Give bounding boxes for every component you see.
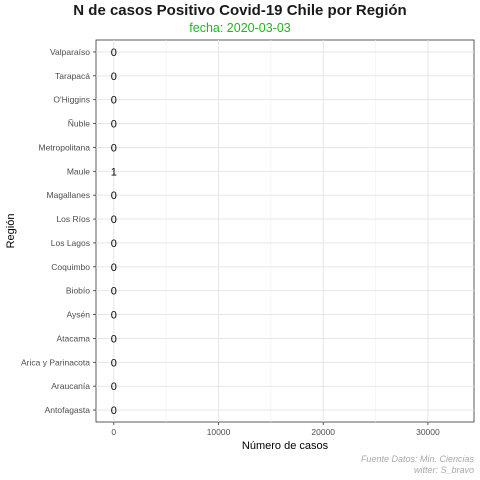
y-tick-label: Los Lagos — [51, 238, 90, 248]
data-label: 0 — [111, 310, 117, 322]
data-label: 0 — [111, 190, 117, 202]
y-tick-label: O'Higgins — [53, 95, 90, 105]
y-tick-label: Atacama — [56, 333, 90, 343]
plot-panel — [95, 39, 475, 423]
y-tick-label: Maule — [67, 166, 90, 176]
y-tick-label: Los Ríos — [56, 214, 90, 224]
caption-author: witter: S_bravo — [413, 465, 474, 475]
data-label: 0 — [111, 262, 117, 274]
y-tick-label: Antofagasta — [45, 405, 91, 415]
chart-subtitle: fecha: 2020-03-03 — [189, 21, 291, 35]
data-label: 0 — [111, 357, 117, 369]
caption-source: Fuente Datos: Min. Ciencias — [360, 454, 474, 464]
y-tick-label: Tarapacá — [55, 71, 90, 81]
data-label: 0 — [111, 142, 117, 154]
x-tick-label: 20000 — [311, 427, 335, 437]
y-tick-label: Magallanes — [47, 190, 90, 200]
data-label: 0 — [111, 214, 117, 226]
data-label: 0 — [111, 381, 117, 393]
x-axis-title: Número de casos — [242, 440, 329, 452]
data-label: 0 — [111, 333, 117, 345]
y-tick-label: Araucanía — [51, 381, 90, 391]
x-tick-label: 0 — [111, 427, 116, 437]
data-label: 0 — [111, 119, 117, 131]
data-label: 0 — [111, 238, 117, 250]
data-label: 0 — [111, 405, 117, 417]
chart-title: N de casos Positivo Covid-19 Chile por R… — [73, 2, 407, 19]
y-tick-label: Aysén — [67, 310, 91, 320]
y-tick-label: Valparaíso — [50, 47, 90, 57]
x-tick-label: 30000 — [416, 427, 440, 437]
y-tick-label: Metropolitana — [38, 142, 90, 152]
data-label: 0 — [111, 71, 117, 83]
x-tick-label: 10000 — [207, 427, 231, 437]
data-label: 0 — [111, 95, 117, 107]
y-tick-label: Arica y Parinacota — [21, 357, 90, 367]
data-label: 1 — [111, 166, 117, 178]
data-label: 0 — [111, 286, 117, 298]
y-tick-label: Ñuble — [68, 119, 90, 129]
data-label: 0 — [111, 47, 117, 59]
y-tick-label: Coquimbo — [51, 262, 90, 272]
y-axis-title: Región — [5, 214, 17, 249]
y-tick-label: Biobío — [66, 286, 90, 296]
